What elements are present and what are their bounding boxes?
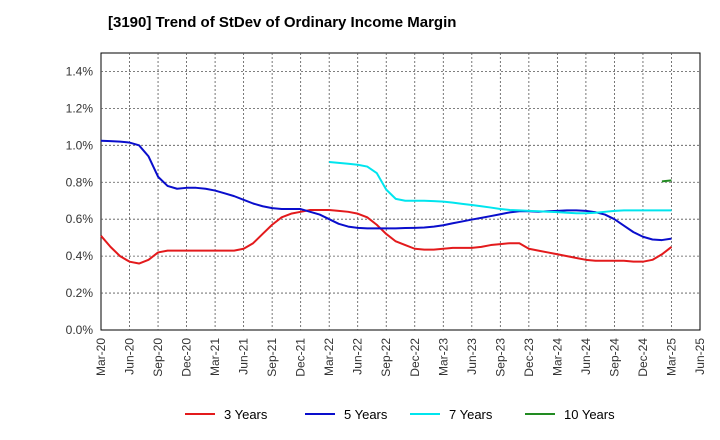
x-tick-label: Mar-23 <box>436 338 450 376</box>
y-tick-label: 0.6% <box>66 212 94 226</box>
series-lines <box>100 139 673 265</box>
x-tick-label: Mar-21 <box>208 338 222 376</box>
x-tick-label: Sep-24 <box>607 338 621 377</box>
x-tick-label: Sep-21 <box>265 338 279 377</box>
x-tick-label: Dec-22 <box>408 338 422 377</box>
x-tick-label: Jun-21 <box>237 338 251 375</box>
x-tick-label: Dec-24 <box>636 338 650 377</box>
x-tick-label: Jun-25 <box>693 338 707 375</box>
x-tick-label: Jun-23 <box>465 338 479 375</box>
y-tick-label: 0.8% <box>66 175 94 189</box>
legend-label-7-years: 7 Years <box>449 407 493 422</box>
x-axis-ticks: Mar-20 Jun-20 Sep-20 Dec-20 Mar-21 Jun-21 Sep-… <box>94 338 707 377</box>
x-tick-label: Sep-22 <box>379 338 393 377</box>
x-tick-label: Mar-25 <box>664 338 678 376</box>
legend: 3 Years 5 Years 7 Years 10 Years <box>185 407 615 422</box>
x-tick-label: Dec-23 <box>522 338 536 377</box>
y-tick-label: 1.4% <box>66 64 94 78</box>
x-tick-label: Jun-22 <box>351 338 365 375</box>
y-tick-label: 0.2% <box>66 286 94 300</box>
y-tick-label: 0.4% <box>66 249 94 263</box>
x-tick-label: Jun-20 <box>123 338 137 375</box>
x-tick-label: Sep-23 <box>493 338 507 377</box>
y-tick-label: 1.2% <box>66 101 94 115</box>
legend-label-5-years: 5 Years <box>344 407 388 422</box>
series-line-7-years <box>329 160 672 215</box>
y-tick-label: 1.0% <box>66 138 94 152</box>
series-line-10-years <box>661 179 672 183</box>
x-tick-label: Dec-20 <box>180 338 194 377</box>
series-line-5-years <box>100 139 672 242</box>
x-tick-label: Sep-20 <box>151 338 165 377</box>
y-tick-label: 0.0% <box>66 323 94 337</box>
legend-label-10-years: 10 Years <box>564 407 615 422</box>
x-tick-label: Jun-24 <box>579 338 593 375</box>
y-axis-ticks: 0.0% 0.2% 0.4% 0.6% 0.8% 1.0% 1.2% 1.4% <box>66 64 94 337</box>
x-tick-label: Mar-20 <box>94 338 108 376</box>
legend-label-3-years: 3 Years <box>224 407 268 422</box>
x-tick-label: Mar-22 <box>322 338 336 376</box>
plot-area <box>100 52 701 331</box>
series-line-3-years <box>100 208 673 265</box>
x-tick-label: Mar-24 <box>550 338 564 376</box>
chart-title: [3190] Trend of StDev of Ordinary Income… <box>108 14 457 31</box>
x-tick-label: Dec-21 <box>294 338 308 377</box>
